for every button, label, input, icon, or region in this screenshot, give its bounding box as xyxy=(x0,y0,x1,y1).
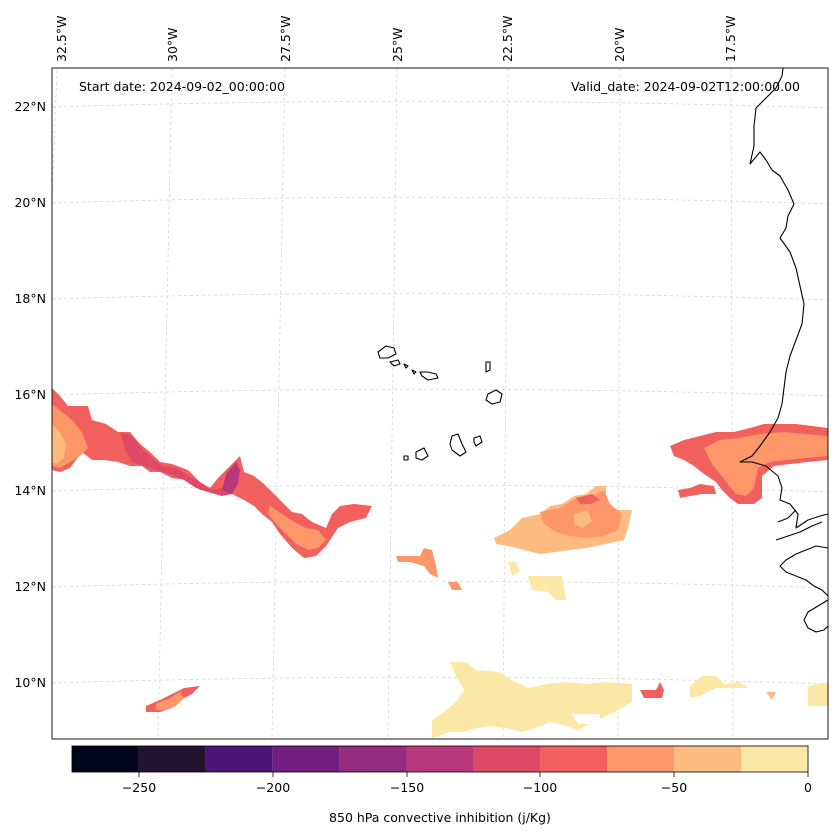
colorbar-swatch-2 xyxy=(205,746,273,772)
parallel-12n xyxy=(51,580,829,589)
island-sao-nicolau xyxy=(411,369,417,375)
cin-west-dark xyxy=(222,462,240,494)
map-frame xyxy=(52,68,828,739)
lon-label-27-5w: 27.5°W xyxy=(278,16,293,62)
island-boa-vista xyxy=(485,389,503,405)
graticule xyxy=(51,67,829,740)
colorbar-swatch-7 xyxy=(540,746,608,772)
cb-tick-label-0: 0 xyxy=(804,780,812,795)
lat-label-10n: 10°N xyxy=(14,675,46,690)
cin-west-core xyxy=(52,424,66,464)
colorbar: −250 −200 −150 −100 −50 0 850 hPa convec… xyxy=(71,745,812,825)
cin-southwest-inner xyxy=(156,692,184,710)
coastlines xyxy=(377,67,829,633)
cin-west-mid xyxy=(120,432,232,496)
lat-label-22n: 22°N xyxy=(14,99,46,114)
cb-tick-label-250: −250 xyxy=(122,780,156,795)
colorbar-swatch-0 xyxy=(72,746,139,772)
meridian-17-5w xyxy=(730,67,734,740)
lon-label-32-5w: 32.5°W xyxy=(54,16,69,62)
guinea-bissau-coast xyxy=(779,545,829,597)
africa-coast xyxy=(739,67,829,529)
cin-south-east-1 xyxy=(690,676,748,698)
cin-east-mid xyxy=(704,432,828,496)
island-sao-nicolau-2 xyxy=(419,371,439,381)
island-santiago xyxy=(449,433,467,457)
meridian-22-5w xyxy=(502,67,509,740)
meridian-30w xyxy=(157,67,173,740)
colorbar-swatch-4 xyxy=(339,746,407,772)
map-border xyxy=(51,67,829,740)
lat-label-14n: 14°N xyxy=(14,483,46,498)
island-fogo xyxy=(415,447,429,461)
island-santa-luzia xyxy=(403,363,409,369)
cin-central-dark xyxy=(576,494,600,504)
start-date-label: Start date: 2024-09-02_00:00:00 xyxy=(79,79,285,94)
colorbar-swatch-10 xyxy=(741,746,808,772)
map-panel: Start date: 2024-09-02_00:00:00 Valid_da… xyxy=(14,16,829,740)
parallel-16n xyxy=(51,388,829,397)
lon-label-30w: 30°W xyxy=(165,27,180,62)
cin-central-core xyxy=(574,510,592,528)
cin-central-south xyxy=(508,562,520,576)
colorbar-swatch-8 xyxy=(607,746,675,772)
colorbar-swatches xyxy=(72,746,808,772)
island-sao-vicente xyxy=(389,359,401,367)
parallel-14n xyxy=(51,484,829,493)
lon-labels: 32.5°W 30°W 27.5°W 25°W 22.5°W 20°W 17.5… xyxy=(54,16,738,62)
island-santo-antao xyxy=(377,345,397,359)
cb-tick-label-150: −150 xyxy=(390,780,424,795)
coast-detail-1 xyxy=(775,521,823,541)
cin-south-east-3 xyxy=(640,682,664,698)
lon-label-20w: 20°W xyxy=(612,27,627,62)
cin-south-gap xyxy=(572,714,600,724)
lon-label-17-5w: 17.5°W xyxy=(723,16,738,62)
colorbar-swatch-6 xyxy=(473,746,541,772)
parallel-18n xyxy=(51,292,829,301)
cin-contours xyxy=(52,388,828,739)
lat-label-18n: 18°N xyxy=(14,291,46,306)
colorbar-swatch-5 xyxy=(406,746,474,772)
bijagos-coast xyxy=(803,599,829,633)
lon-label-22-5w: 22.5°W xyxy=(500,16,515,62)
cin-central-south-2 xyxy=(528,576,566,600)
cin-south-east-2 xyxy=(808,682,828,706)
cb-tick-label-100: −100 xyxy=(523,780,557,795)
lat-label-12n: 12°N xyxy=(14,579,46,594)
lat-label-16n: 16°N xyxy=(14,387,46,402)
cin-west-outer xyxy=(52,388,372,558)
island-brava xyxy=(403,455,409,461)
colorbar-swatch-9 xyxy=(674,746,742,772)
colorbar-ticks xyxy=(138,772,809,777)
lon-label-25w: 25°W xyxy=(390,27,405,62)
colorbar-outline xyxy=(71,745,809,773)
parallel-10n xyxy=(51,676,829,685)
lat-labels: 22°N 20°N 18°N 16°N 14°N 12°N 10°N xyxy=(14,99,46,690)
colorbar-swatch-1 xyxy=(138,746,206,772)
cin-south-east-4 xyxy=(766,692,776,700)
island-sal xyxy=(485,361,491,373)
meridian-32-5w xyxy=(51,69,58,201)
coast-detail-2 xyxy=(777,509,797,523)
lat-label-20n: 20°N xyxy=(14,195,46,210)
island-maio xyxy=(473,435,483,447)
cb-tick-label-200: −200 xyxy=(256,780,290,795)
meridian-27-5w xyxy=(271,67,286,740)
cin-small-dot xyxy=(448,582,462,590)
parallel-20n xyxy=(51,196,829,205)
valid-date-label: Valid_date: 2024-09-02T12:00:00.00 xyxy=(571,79,800,94)
cin-east-spot xyxy=(678,484,716,498)
cin-west-tail xyxy=(268,506,326,550)
cb-tick-label-50: −50 xyxy=(661,780,687,795)
cin-small-spot xyxy=(396,548,438,578)
meridian-25w xyxy=(387,67,398,740)
meridian-20w xyxy=(617,67,621,740)
colorbar-label: 850 hPa convective inhibition (j/Kg) xyxy=(329,810,551,825)
parallel-22n xyxy=(51,100,829,109)
colorbar-swatch-3 xyxy=(272,746,340,772)
